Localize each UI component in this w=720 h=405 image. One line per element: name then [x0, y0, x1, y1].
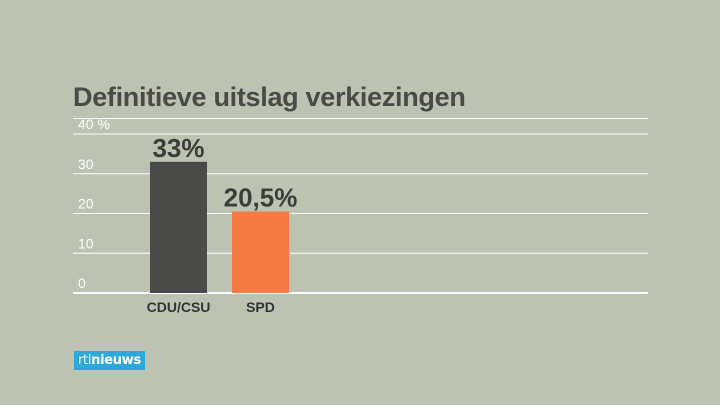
chart-title: Definitieve uitslag verkiezingen [73, 82, 466, 112]
data-label: 33% [152, 133, 204, 163]
y-tick-label: 40 % [78, 116, 110, 132]
logo-prefix: rtl [78, 353, 92, 368]
y-tick-label: 0 [78, 275, 86, 291]
category-label: CDU/CSU [147, 299, 211, 315]
logo-name: nieuws [91, 353, 141, 368]
title-divider [73, 118, 648, 119]
y-tick-label: 20 [78, 196, 94, 212]
bar [232, 211, 289, 293]
bar [150, 161, 207, 293]
category-label: SPD [246, 299, 275, 315]
y-tick-label: 10 [78, 235, 94, 251]
rtl-nieuws-logo: rtlnieuws [74, 351, 145, 370]
data-label: 20,5% [224, 183, 298, 213]
y-tick-label: 30 [78, 156, 94, 172]
